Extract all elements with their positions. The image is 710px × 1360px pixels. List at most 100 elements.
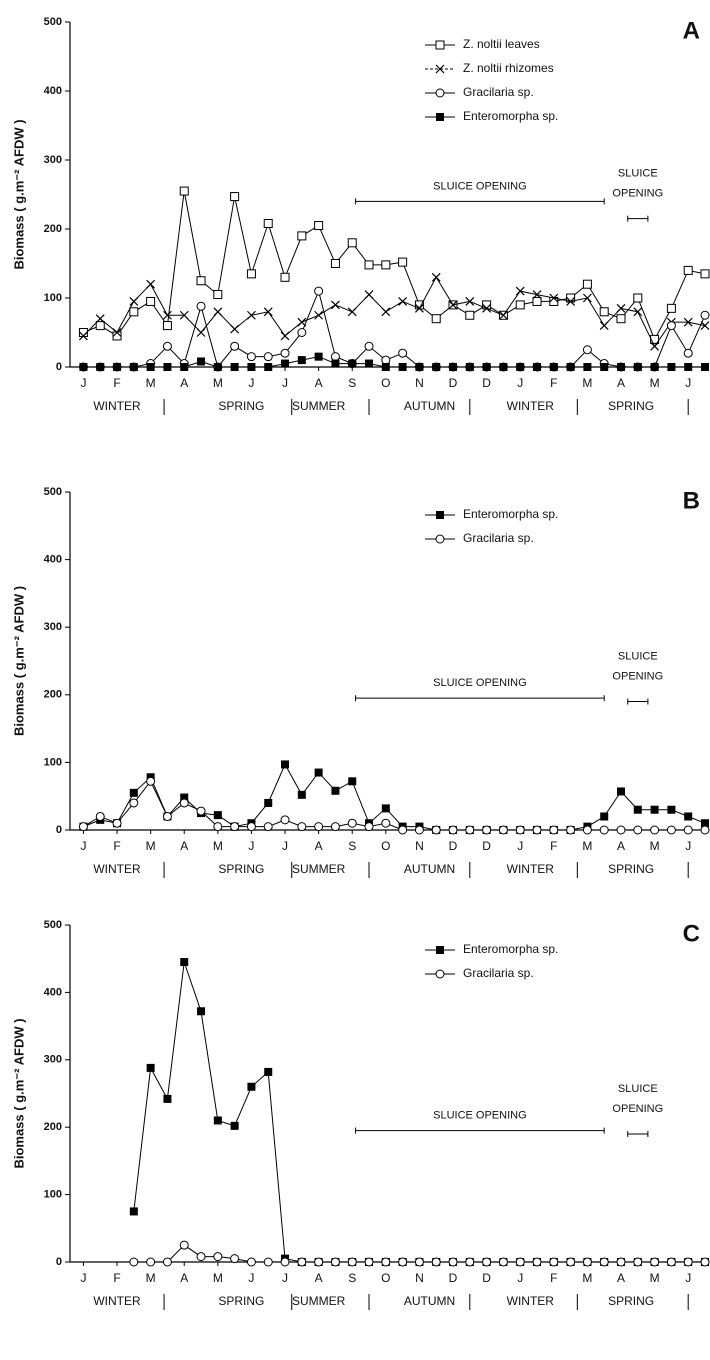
- marker: [348, 777, 357, 786]
- marker: [96, 363, 105, 371]
- panel-label: C: [683, 920, 700, 947]
- marker: [667, 363, 676, 371]
- x-tick-label: F: [550, 839, 557, 853]
- y-tick-label: 400: [44, 85, 62, 97]
- marker: [683, 1257, 693, 1267]
- marker: [297, 328, 307, 337]
- season-label: AUTUMN: [404, 862, 455, 876]
- y-tick-label: 400: [44, 554, 62, 566]
- x-tick-label: D: [482, 1271, 491, 1285]
- marker: [297, 790, 306, 799]
- marker: [364, 822, 374, 832]
- marker: [566, 363, 575, 371]
- marker: [230, 324, 240, 334]
- annotation: SLUICE: [618, 1083, 658, 1095]
- season-label: SPRING: [218, 1294, 264, 1308]
- marker: [331, 359, 340, 368]
- x-tick-label: M: [213, 839, 223, 853]
- season-label: SPRING: [608, 862, 654, 876]
- marker: [264, 1067, 273, 1076]
- marker: [398, 825, 408, 835]
- marker: [465, 363, 474, 371]
- season-label: WINTER: [507, 1294, 555, 1308]
- marker: [381, 355, 391, 365]
- marker: [95, 314, 105, 324]
- marker: [381, 804, 390, 813]
- marker: [264, 363, 273, 371]
- marker: [431, 1257, 441, 1267]
- marker: [683, 317, 693, 327]
- marker: [431, 272, 441, 282]
- x-tick-label: A: [180, 376, 188, 390]
- marker: [582, 1257, 592, 1267]
- marker: [650, 334, 660, 344]
- y-axis-label: Biomass ( g.m⁻² AFDW ): [11, 119, 26, 269]
- marker: [179, 186, 189, 196]
- marker: [566, 1257, 576, 1267]
- marker: [281, 760, 290, 769]
- marker: [146, 1063, 155, 1072]
- marker: [549, 293, 559, 303]
- marker: [684, 812, 693, 821]
- season-label: SUMMER: [292, 399, 346, 413]
- marker: [129, 1257, 139, 1267]
- marker: [633, 293, 643, 303]
- marker: [297, 231, 307, 241]
- annotation: SLUICE OPENING: [433, 1109, 527, 1121]
- marker: [330, 1257, 340, 1267]
- marker: [667, 805, 676, 814]
- marker: [633, 307, 643, 317]
- y-tick-label: 100: [44, 292, 62, 304]
- x-tick-label: J: [248, 1271, 254, 1285]
- marker: [348, 359, 357, 368]
- marker: [146, 363, 155, 371]
- marker: [129, 307, 139, 317]
- x-tick-label: D: [449, 839, 458, 853]
- marker: [364, 290, 374, 299]
- x-tick-label: M: [582, 376, 592, 390]
- y-tick-label: 100: [44, 756, 62, 768]
- y-tick-label: 500: [44, 486, 62, 498]
- annotation: SLUICE: [618, 168, 658, 180]
- marker: [381, 1257, 391, 1267]
- legend-label: Enteromorpha sp.: [463, 942, 558, 956]
- marker: [314, 768, 323, 777]
- x-tick-label: M: [146, 1271, 156, 1285]
- marker: [599, 307, 609, 317]
- marker: [650, 825, 660, 835]
- marker: [701, 819, 709, 828]
- marker: [482, 825, 492, 835]
- x-tick-label: A: [180, 839, 188, 853]
- y-tick-label: 300: [44, 621, 62, 633]
- marker: [280, 815, 290, 825]
- marker: [264, 798, 273, 807]
- season-label: SPRING: [608, 1294, 654, 1308]
- marker: [398, 1257, 408, 1267]
- marker: [129, 798, 139, 808]
- x-tick-label: J: [282, 839, 288, 853]
- x-tick-label: J: [517, 839, 523, 853]
- marker: [549, 825, 559, 835]
- y-tick-label: 400: [44, 986, 62, 998]
- x-tick-label: D: [449, 376, 458, 390]
- marker: [213, 1116, 222, 1125]
- marker: [683, 825, 693, 835]
- marker: [197, 357, 206, 366]
- marker: [465, 297, 475, 306]
- x-tick-label: J: [80, 1271, 86, 1285]
- marker: [213, 363, 222, 371]
- marker: [616, 1257, 626, 1267]
- marker: [146, 1257, 156, 1267]
- marker: [398, 257, 408, 267]
- marker: [533, 363, 542, 371]
- marker: [213, 811, 222, 820]
- legend-label: Z. noltii leaves: [463, 37, 540, 51]
- marker: [582, 279, 592, 289]
- marker: [112, 818, 122, 828]
- marker: [482, 1257, 492, 1267]
- marker: [414, 303, 424, 313]
- marker: [247, 310, 256, 320]
- marker: [666, 825, 676, 835]
- series-line: [83, 276, 706, 348]
- marker: [364, 341, 374, 351]
